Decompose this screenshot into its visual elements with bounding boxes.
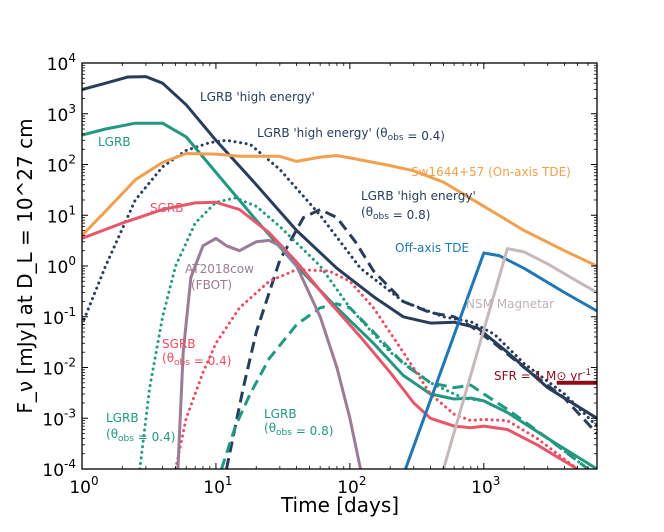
x-axis-label: Time [days] [280, 493, 399, 517]
y-tick-label: 103 [47, 102, 76, 126]
series-layer [82, 75, 597, 469]
annotation-lgrb-he-08-a: LGRB 'high energy' [361, 189, 476, 203]
annotation-lgrb-he-08-b: (θobs = 0.8) [361, 205, 430, 222]
annotation-lgrb08-b: (θobs = 0.8) [264, 421, 333, 438]
annotation-offaxis-tde: Off-axis TDE [395, 241, 469, 255]
y-tick-label: 10-3 [42, 406, 76, 430]
y-tick-label: 102 [47, 153, 76, 177]
x-tick-label: 102 [337, 474, 366, 498]
x-tick-label: 100 [69, 474, 98, 498]
annotation-lgrb-he: LGRB 'high energy' [200, 90, 315, 104]
annotation-sw1644: Sw1644+57 (On-axis TDE) [411, 165, 571, 179]
x-tick-label: 103 [471, 474, 500, 498]
y-tick-label: 10-2 [42, 356, 76, 380]
y-tick-label: 104 [47, 51, 76, 75]
series-line-at2018cow-fbot [176, 236, 362, 469]
annotation-lgrb: LGRB [98, 135, 131, 149]
annotation-at2018cow-b: (FBOT) [191, 278, 232, 292]
annotation-lgrb04-a: LGRB [106, 411, 139, 425]
annotation-lgrb08-a: LGRB [264, 407, 297, 421]
series-line-lgrb-obs-0-8 [220, 302, 589, 469]
series-line-sgrb-obs-0-4 [174, 268, 579, 469]
series-line-lgrb-high-energy-obs-0-8 [225, 208, 597, 469]
annotation-sgrb: SGRB [150, 201, 184, 215]
y-tick-label: 10-1 [42, 305, 76, 329]
annotation-lgrb-he-04: LGRB 'high energy' (θobs = 0.4) [257, 126, 445, 143]
series-line-lgrb [82, 121, 597, 469]
annotation-lgrb04-b: (θobs = 0.4) [106, 427, 175, 444]
x-tick-label: 101 [203, 474, 232, 498]
series-line-sgrb [82, 200, 579, 469]
y-tick-label: 101 [47, 203, 76, 227]
annotation-sgrb04-a: SGRB [162, 337, 196, 351]
series-line-lgrb-high-energy-obs-0-4 [82, 138, 597, 428]
y-tick-label: 100 [47, 254, 76, 278]
tick-layer: 100 101 102 10310-410-310-210-1100101102103… [42, 51, 598, 498]
annotation-at2018cow-a: AT2018cow [185, 262, 254, 276]
annotation-layer: LGRB 'high energy' LGRB 'high energy' (θo… [98, 90, 591, 444]
y-axis-label: F_ν [mJy] at D_L = 10^27 cm [13, 118, 37, 413]
series-line-nsm-magnetar [442, 247, 597, 469]
series-line-sw1644-57-on-axis-tde [82, 152, 597, 268]
series-line-off-axis-tde [404, 251, 597, 469]
annotation-sfr: SFR = 1 M⊙ yr-1 [494, 368, 591, 383]
annotation-nsm: NSM Magnetar [466, 297, 554, 311]
annotation-sgrb04-b: (θobs = 0.4) [162, 351, 231, 368]
